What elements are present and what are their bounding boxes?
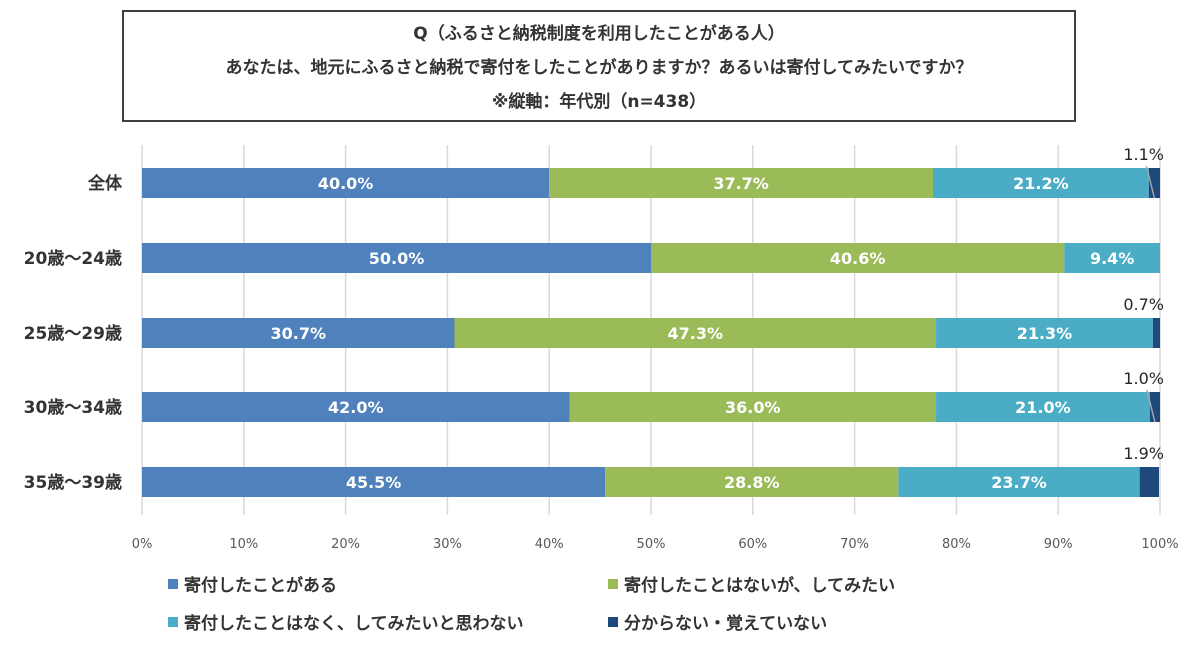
data-label: 1.1% [1123, 145, 1164, 164]
bar-segment [651, 243, 1065, 273]
data-label: 37.7% [713, 174, 769, 193]
x-tick-label: 80% [942, 537, 971, 552]
bar-segment [898, 467, 1140, 497]
bar-segment [1064, 243, 1160, 273]
data-label: 47.3% [668, 324, 724, 343]
data-label: 1.9% [1123, 444, 1164, 463]
bar-segment [549, 168, 933, 198]
bar-segment [936, 318, 1153, 348]
legend-label: 分からない・覚えていない [624, 614, 828, 634]
bar-segment [1152, 318, 1160, 348]
data-label: 42.0% [328, 398, 384, 417]
chart-title: Q（ふるさと納税制度を利用したことがある人） [413, 24, 785, 44]
bar-segment [932, 168, 1149, 198]
leader-line [1146, 389, 1156, 423]
y-category-label: 25歳〜29歳 [24, 323, 122, 344]
legend-swatch [608, 578, 618, 589]
y-category-label: 30歳〜34歳 [24, 397, 122, 418]
x-tick-label: 10% [229, 537, 258, 552]
legend-item: 分からない・覚えていない [608, 609, 827, 634]
bar-segment [1149, 392, 1160, 422]
legend-swatch [168, 578, 178, 589]
data-label: 50.0% [369, 249, 425, 268]
x-tick-label: 70% [840, 537, 869, 552]
data-label: 23.7% [991, 473, 1047, 492]
data-label: 36.0% [725, 398, 781, 417]
bar-segment [142, 243, 651, 273]
bar-segment [1139, 467, 1159, 497]
data-label: 1.0% [1123, 369, 1164, 388]
legend-swatch [168, 616, 178, 627]
chart-title-box: Q（ふるさと納税制度を利用したことがある人） あなたは、地元にふるさと納税で寄付… [122, 10, 1076, 122]
x-tick-label: 100% [1141, 537, 1178, 552]
x-tick-label: 0% [132, 537, 153, 552]
bar-segment [1148, 168, 1160, 198]
data-label: 28.8% [724, 473, 780, 492]
x-tick-label: 30% [433, 537, 462, 552]
data-label: 40.0% [318, 174, 374, 193]
bar-segment [142, 467, 606, 497]
y-category-label: 35歳〜39歳 [24, 472, 122, 493]
y-category-label: 全体 [87, 173, 123, 194]
bar-segment [142, 318, 455, 348]
legend-label: 寄付したことはなく、してみたいと思わない [184, 614, 524, 634]
bar-segment [142, 168, 550, 198]
bar-segment [936, 392, 1150, 422]
bar-segment [454, 318, 937, 348]
data-label: 0.7% [1123, 295, 1164, 314]
x-tick-label: 60% [738, 537, 767, 552]
x-tick-label: 90% [1044, 537, 1073, 552]
legend-item: 寄付したことはなく、してみたいと思わない [168, 609, 524, 634]
data-label: 45.5% [346, 473, 402, 492]
bar-segment [569, 392, 937, 422]
chart-subtitle: あなたは、地元にふるさと納税で寄付をしたことがありますか？あるいは寄付してみたい… [225, 58, 973, 78]
data-label: 21.3% [1017, 324, 1073, 343]
x-tick-label: 40% [535, 537, 564, 552]
legend-item: 寄付したことはないが、してみたい [608, 571, 895, 596]
bar-segment [142, 392, 570, 422]
data-label: 9.4% [1090, 249, 1134, 268]
x-tick-label: 20% [331, 537, 360, 552]
data-label: 21.2% [1013, 174, 1069, 193]
chart-note: ※縦軸：年代別（n=438） [491, 92, 707, 112]
legend-label: 寄付したことはないが、してみたい [624, 576, 896, 596]
leader-line [1145, 165, 1156, 199]
x-tick-label: 50% [637, 537, 666, 552]
bar-segment [605, 467, 899, 497]
data-label: 21.0% [1015, 398, 1071, 417]
legend-item: 寄付したことがある [168, 571, 337, 596]
data-label: 40.6% [830, 249, 886, 268]
legend-swatch [608, 616, 618, 627]
y-category-label: 20歳〜24歳 [24, 248, 122, 269]
legend-label: 寄付したことがある [184, 576, 337, 596]
data-label: 30.7% [271, 324, 327, 343]
